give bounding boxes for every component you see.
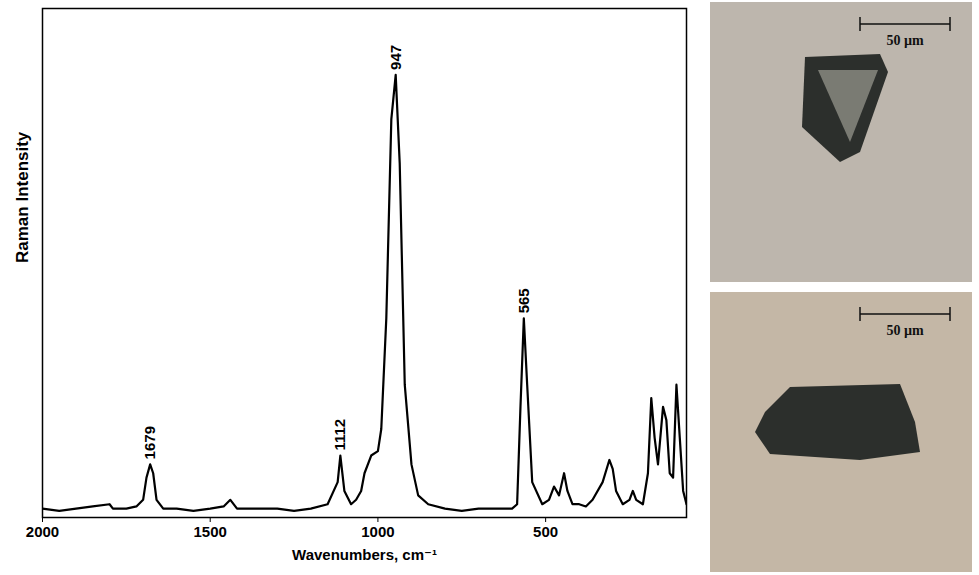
svg-text:1000: 1000 [361, 523, 394, 540]
svg-text:1679: 1679 [141, 426, 158, 459]
svg-text:1500: 1500 [194, 523, 227, 540]
svg-text:50 µm: 50 µm [886, 323, 924, 338]
svg-text:947: 947 [386, 45, 403, 70]
svg-text:Raman Intensity: Raman Intensity [13, 131, 32, 263]
svg-text:2000: 2000 [26, 523, 59, 540]
svg-text:Wavenumbers, cm⁻¹: Wavenumbers, cm⁻¹ [292, 546, 437, 563]
svg-text:500: 500 [533, 523, 558, 540]
svg-text:565: 565 [515, 288, 532, 313]
svg-text:50 µm: 50 µm [886, 33, 924, 48]
svg-text:1112: 1112 [331, 419, 348, 451]
